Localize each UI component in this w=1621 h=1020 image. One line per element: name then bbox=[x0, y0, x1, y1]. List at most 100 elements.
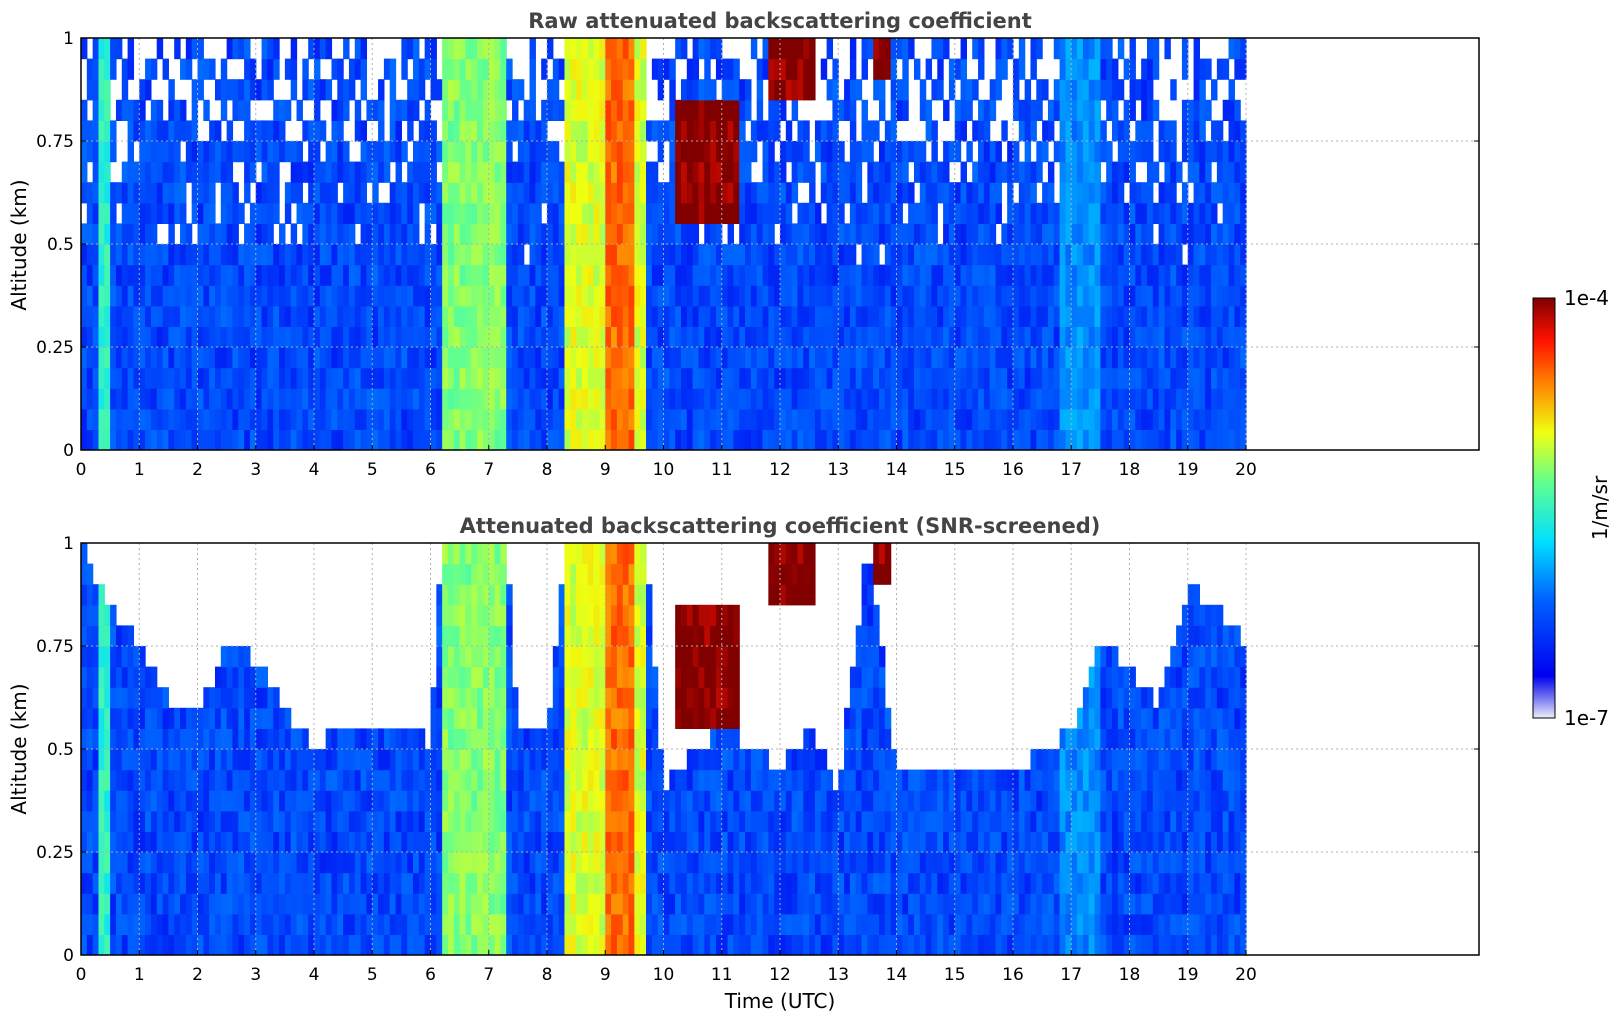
heat-cell bbox=[465, 326, 472, 348]
heat-cell bbox=[593, 646, 601, 668]
heat-cell bbox=[273, 388, 280, 410]
heat-cell bbox=[797, 347, 804, 369]
heat-cell bbox=[331, 749, 338, 771]
heat-cell bbox=[197, 790, 204, 812]
heat-cell bbox=[960, 367, 967, 389]
heat-cell bbox=[244, 408, 251, 430]
heat-cell bbox=[512, 120, 519, 142]
heat-cell bbox=[436, 429, 443, 450]
heat-cell bbox=[1094, 161, 1101, 183]
heat-cell bbox=[814, 388, 822, 410]
heat-cell bbox=[558, 913, 566, 935]
heat-cell bbox=[465, 543, 472, 565]
heat-cell bbox=[663, 244, 670, 266]
heat-cell bbox=[669, 347, 676, 369]
heat-cell bbox=[890, 264, 898, 286]
heat-cell bbox=[500, 347, 507, 369]
heat-cell bbox=[81, 367, 88, 389]
heat-cell bbox=[995, 182, 1002, 204]
heat-cell bbox=[943, 202, 950, 224]
heat-cell bbox=[972, 408, 979, 430]
heat-cell bbox=[447, 872, 455, 894]
heat-cell bbox=[401, 810, 408, 832]
heat-cell bbox=[459, 347, 467, 369]
heat-cell bbox=[832, 305, 839, 327]
heat-cell bbox=[832, 120, 839, 142]
heat-cell bbox=[686, 244, 694, 266]
heat-cell bbox=[890, 244, 898, 266]
heat-cell bbox=[768, 244, 775, 266]
heat-cell bbox=[1047, 120, 1055, 142]
heat-cell bbox=[104, 202, 111, 224]
heat-cell bbox=[86, 893, 94, 915]
heat-cell bbox=[226, 913, 234, 935]
heat-cell bbox=[844, 244, 851, 266]
heat-cell bbox=[290, 728, 298, 750]
heat-cell bbox=[791, 367, 799, 389]
heat-cell bbox=[337, 326, 344, 348]
heat-cell bbox=[244, 810, 251, 832]
heat-cell bbox=[174, 38, 181, 60]
heat-cell bbox=[733, 79, 740, 101]
heat-cell bbox=[290, 347, 298, 369]
heat-cell bbox=[331, 728, 338, 750]
heat-cell bbox=[529, 429, 536, 450]
heat-cell bbox=[989, 388, 997, 410]
heat-cell bbox=[197, 58, 204, 80]
heat-cell bbox=[249, 707, 257, 729]
heat-cell bbox=[1106, 388, 1113, 410]
heat-cell bbox=[710, 264, 717, 286]
heat-cell bbox=[401, 852, 408, 874]
heat-cell bbox=[1065, 244, 1072, 266]
heat-cell bbox=[447, 584, 455, 606]
heat-cell bbox=[168, 408, 175, 430]
heat-cell bbox=[482, 264, 490, 286]
heat-cell bbox=[1112, 202, 1119, 224]
heat-cell bbox=[512, 182, 519, 204]
heat-cell bbox=[232, 913, 239, 935]
heat-cell bbox=[1036, 347, 1043, 369]
heat-cell bbox=[197, 285, 204, 307]
heat-cell bbox=[1193, 326, 1201, 348]
heat-cell bbox=[529, 852, 536, 874]
heat-cell bbox=[261, 202, 268, 224]
heat-cell bbox=[913, 285, 921, 307]
heat-cell bbox=[698, 79, 705, 101]
heat-cell bbox=[191, 244, 199, 266]
heat-cell bbox=[174, 810, 181, 832]
heat-cell bbox=[185, 728, 193, 750]
heat-cell bbox=[203, 99, 210, 121]
heat-cell bbox=[185, 223, 193, 245]
heat-cell bbox=[407, 305, 414, 327]
heat-cell bbox=[750, 120, 758, 142]
heat-cell bbox=[587, 604, 595, 626]
heat-cell bbox=[1170, 244, 1177, 266]
heat-cell bbox=[261, 58, 268, 80]
heat-cell bbox=[634, 141, 641, 163]
heat-cell bbox=[1036, 264, 1043, 286]
heat-cell bbox=[1117, 347, 1125, 369]
heat-cell bbox=[506, 244, 513, 266]
heat-cell bbox=[267, 264, 274, 286]
heat-cell bbox=[1007, 182, 1014, 204]
heat-cell bbox=[564, 264, 571, 286]
heat-cell bbox=[529, 202, 536, 224]
heat-cell bbox=[517, 347, 525, 369]
heat-cell bbox=[1187, 347, 1195, 369]
heat-cell bbox=[558, 625, 566, 647]
y-axis-label-screened: Altitude (km) bbox=[7, 683, 31, 814]
heat-cell bbox=[372, 810, 379, 832]
x-tick-label: 6 bbox=[425, 460, 436, 480]
heat-cell bbox=[750, 202, 758, 224]
heat-cell bbox=[727, 429, 734, 450]
heat-cell bbox=[1234, 388, 1241, 410]
heat-cell bbox=[523, 202, 531, 224]
heat-cell bbox=[710, 244, 717, 266]
heat-cell bbox=[1036, 38, 1043, 60]
heat-cell bbox=[145, 769, 152, 791]
heat-cell bbox=[570, 264, 577, 286]
heat-cell bbox=[1077, 141, 1084, 163]
heat-cell bbox=[512, 347, 519, 369]
heat-cell bbox=[209, 120, 216, 142]
heat-cell bbox=[209, 161, 216, 183]
